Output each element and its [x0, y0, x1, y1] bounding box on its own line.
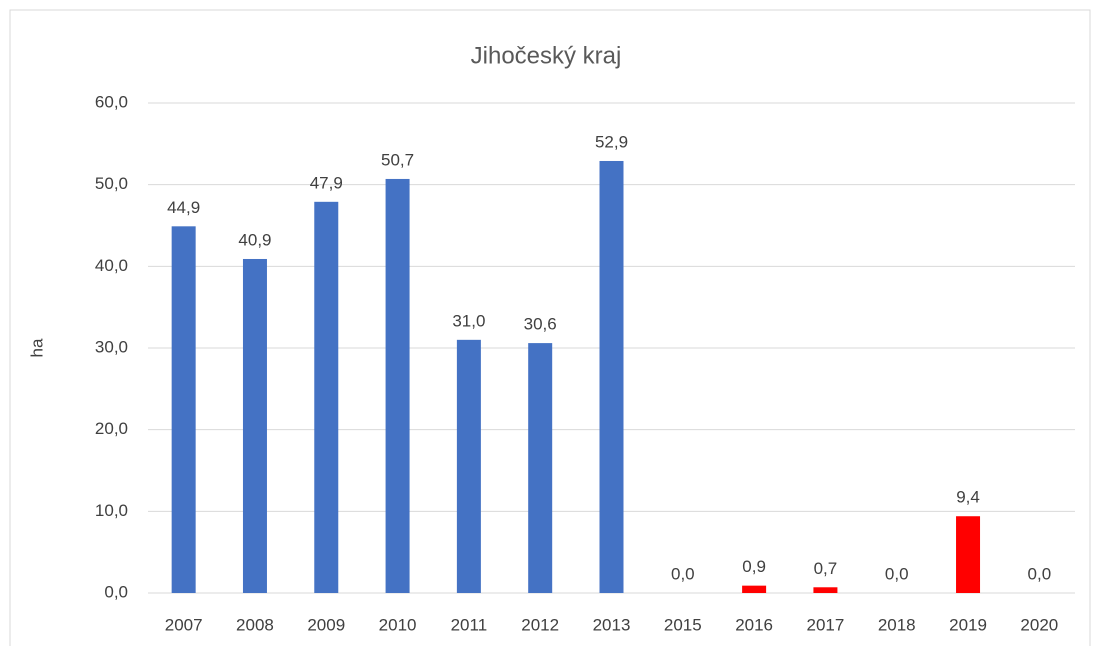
- y-tick-label: 40,0: [95, 256, 128, 275]
- x-tick-label: 2015: [664, 615, 702, 634]
- bar: [528, 343, 553, 593]
- data-label: 52,9: [595, 132, 628, 151]
- data-label: 40,9: [238, 230, 271, 249]
- x-tick-label: 2011: [451, 615, 488, 634]
- y-tick-label: 30,0: [95, 337, 128, 356]
- data-label: 0,7: [814, 559, 838, 578]
- x-tick-label: 2019: [949, 615, 987, 634]
- y-tick-label: 20,0: [95, 419, 128, 438]
- data-label: 44,9: [167, 198, 200, 217]
- bar: [385, 178, 410, 593]
- data-label: 0,9: [742, 557, 766, 576]
- bar: [956, 516, 981, 593]
- y-tick-label: 50,0: [95, 174, 128, 193]
- data-label: 30,6: [524, 315, 557, 334]
- x-tick-label: 2013: [593, 615, 631, 634]
- y-axis-label: ha: [27, 338, 46, 357]
- data-label: 0,0: [1028, 564, 1052, 583]
- bar: [242, 258, 267, 593]
- y-tick-label: 0,0: [104, 582, 128, 601]
- x-tick-label: 2020: [1020, 615, 1058, 634]
- data-label: 50,7: [381, 150, 414, 169]
- x-tick-label: 2009: [307, 615, 345, 634]
- x-tick-label: 2008: [236, 615, 274, 634]
- bar: [456, 339, 481, 593]
- x-tick-label: 2016: [735, 615, 773, 634]
- data-label: 9,4: [956, 488, 980, 507]
- data-label: 47,9: [310, 173, 343, 192]
- bar: [314, 201, 339, 594]
- data-label: 0,0: [885, 564, 909, 583]
- bar: [171, 226, 196, 594]
- x-tick-label: 2010: [379, 615, 417, 634]
- bar: [742, 585, 767, 593]
- bar: [813, 587, 838, 593]
- x-tick-label: 2018: [878, 615, 916, 634]
- x-tick-label: 2007: [165, 615, 203, 634]
- x-tick-label: 2017: [807, 615, 845, 634]
- y-tick-label: 60,0: [95, 92, 128, 111]
- bar: [599, 160, 624, 593]
- x-tick-label: 2012: [521, 615, 559, 634]
- y-tick-label: 10,0: [95, 501, 128, 520]
- data-label: 31,0: [452, 311, 485, 330]
- chart-title: Jihočeský kraj: [471, 42, 622, 69]
- data-label: 0,0: [671, 564, 695, 583]
